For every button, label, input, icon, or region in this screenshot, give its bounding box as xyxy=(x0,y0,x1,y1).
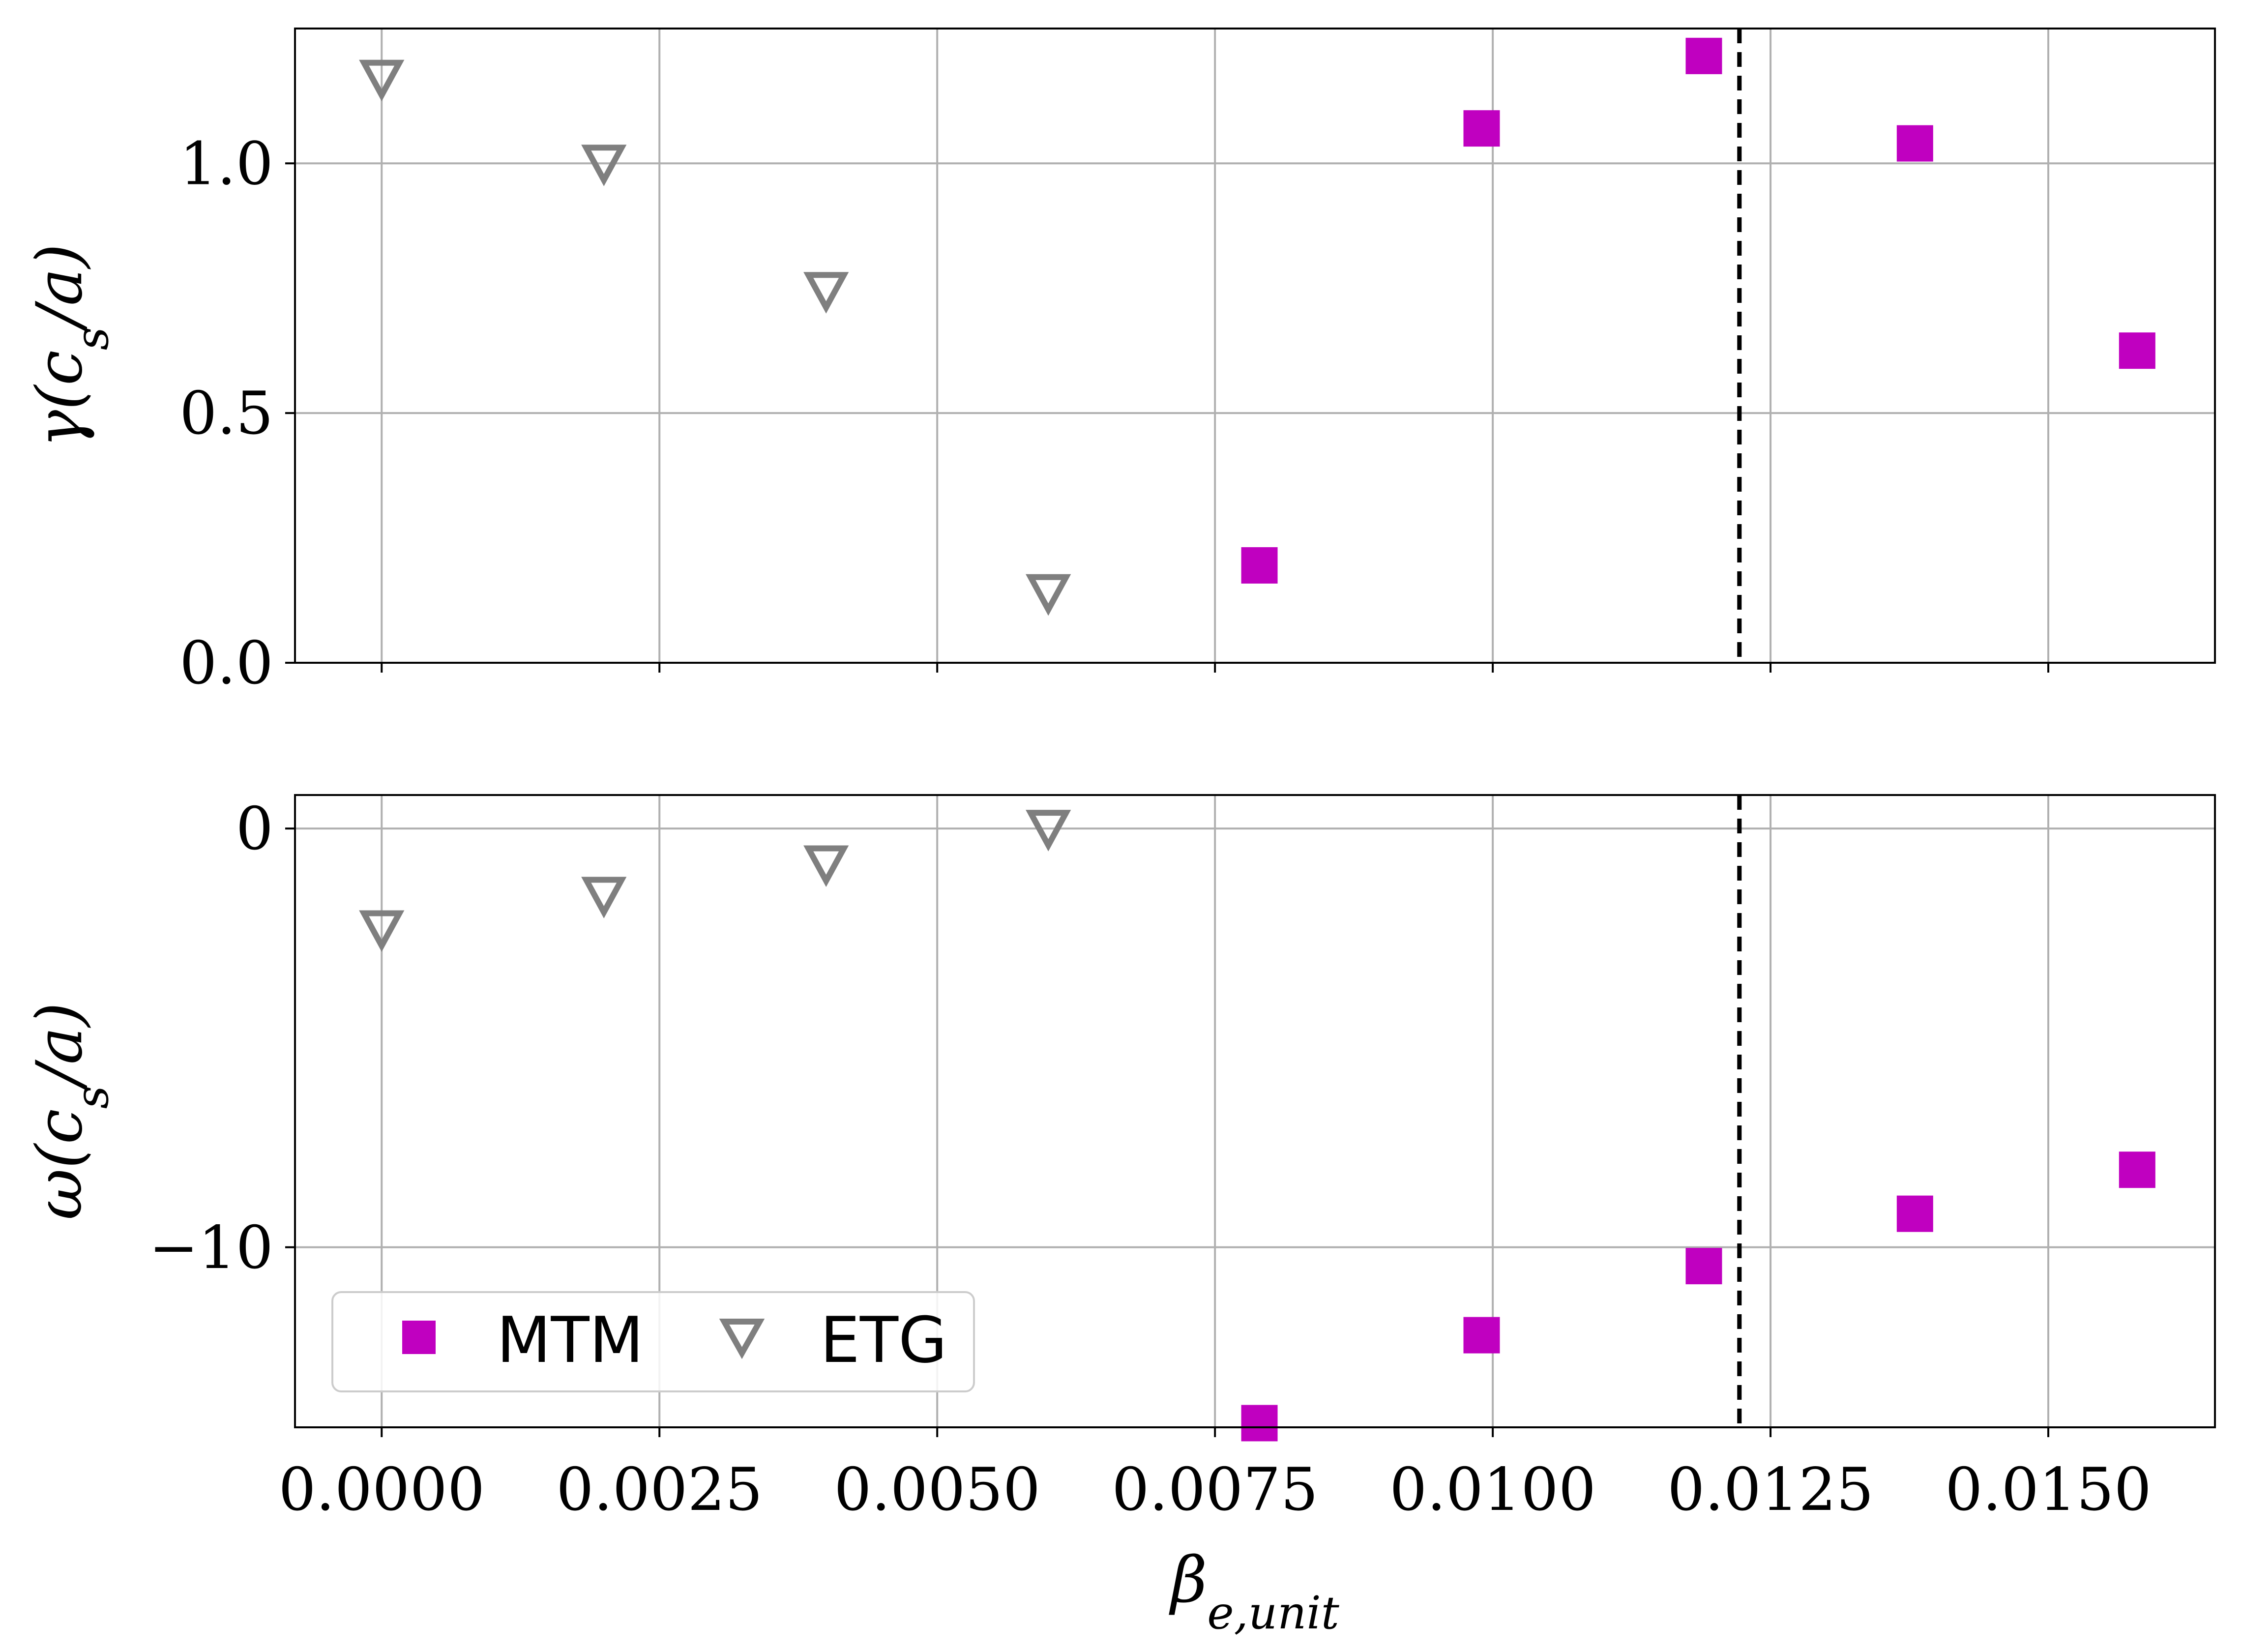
y-tick-label-0: 0 xyxy=(236,795,273,863)
etg-point-1 xyxy=(581,877,627,918)
legend-box xyxy=(331,1291,975,1392)
frequency-axes-frame xyxy=(294,794,2216,1428)
y-axis-title-text: ω(cs/a) xyxy=(23,1003,118,1220)
legend-etg-marker xyxy=(719,1319,765,1359)
y-tick-label-2: 1.0 xyxy=(179,130,273,198)
mtm-point-4 xyxy=(2119,1151,2155,1188)
x-tick-label-0: 0.0000 xyxy=(278,1456,485,1524)
legend: MTM ETG xyxy=(331,1291,975,1392)
etg-point-3 xyxy=(1026,810,1071,852)
x-axis-title: βe,unit xyxy=(1169,1544,1340,1639)
growth-rate-ticks: 0.0 0.5 1.0 xyxy=(179,130,2050,698)
frequency-y-axis-title: ω(cs/a) xyxy=(23,1003,118,1220)
growth-rate-etg-series xyxy=(359,59,1071,616)
y-tick-label-0: 0.0 xyxy=(179,629,273,698)
growth-rate-mtm-series xyxy=(1241,37,2155,584)
frequency-ticks: 0.0000 0.0025 0.0050 0.0075 0.0100 0.0125 0.01… xyxy=(149,795,2152,1524)
x-tick-label-5: 0.0125 xyxy=(1667,1456,1874,1524)
frequency-grid xyxy=(295,795,2215,1427)
x-tick-label-6: 0.0150 xyxy=(1945,1456,2152,1524)
etg-point-0 xyxy=(359,59,405,102)
y-tick-label-1: −10 xyxy=(149,1214,273,1282)
etg-point-0 xyxy=(359,910,405,952)
x-axis-title-text: βe,unit xyxy=(1169,1544,1340,1639)
mtm-point-1 xyxy=(1463,1317,1500,1354)
x-tick-label-3: 0.0075 xyxy=(1112,1456,1318,1524)
y-tick-label-1: 0.5 xyxy=(179,380,273,448)
x-tick-label-4: 0.0100 xyxy=(1389,1456,1596,1524)
mtm-point-2 xyxy=(1685,37,1722,74)
growth-rate-axes-frame xyxy=(294,28,2216,664)
mtm-point-4 xyxy=(2119,332,2155,369)
x-tick-label-1: 0.0025 xyxy=(556,1456,763,1524)
mtm-point-0 xyxy=(1241,547,1278,584)
mtm-point-3 xyxy=(1896,1195,1933,1232)
frequency-mtm-series xyxy=(1241,1151,2155,1442)
legend-label-etg: ETG xyxy=(820,1304,947,1377)
etg-point-2 xyxy=(803,845,849,887)
etg-point-3 xyxy=(1026,574,1071,616)
x-tick-label-2: 0.0050 xyxy=(834,1456,1040,1524)
mtm-point-3 xyxy=(1896,125,1933,162)
growth-rate-panel: 0.0 0.5 1.0 γ(cs/a) xyxy=(23,28,2216,698)
etg-point-2 xyxy=(803,272,849,314)
legend-label-mtm: MTM xyxy=(497,1304,644,1377)
legend-mtm-marker xyxy=(402,1321,436,1354)
mtm-point-0 xyxy=(1241,1405,1278,1442)
growth-rate-y-axis-title: γ(cs/a) xyxy=(23,244,118,448)
mtm-point-1 xyxy=(1463,110,1500,147)
etg-point-1 xyxy=(581,145,627,186)
frequency-panel: 0.0000 0.0025 0.0050 0.0075 0.0100 0.0125 0.01… xyxy=(23,794,2216,1639)
frequency-etg-series xyxy=(359,810,1071,952)
y-axis-title-text: γ(cs/a) xyxy=(23,244,118,448)
mtm-point-2 xyxy=(1685,1248,1722,1285)
